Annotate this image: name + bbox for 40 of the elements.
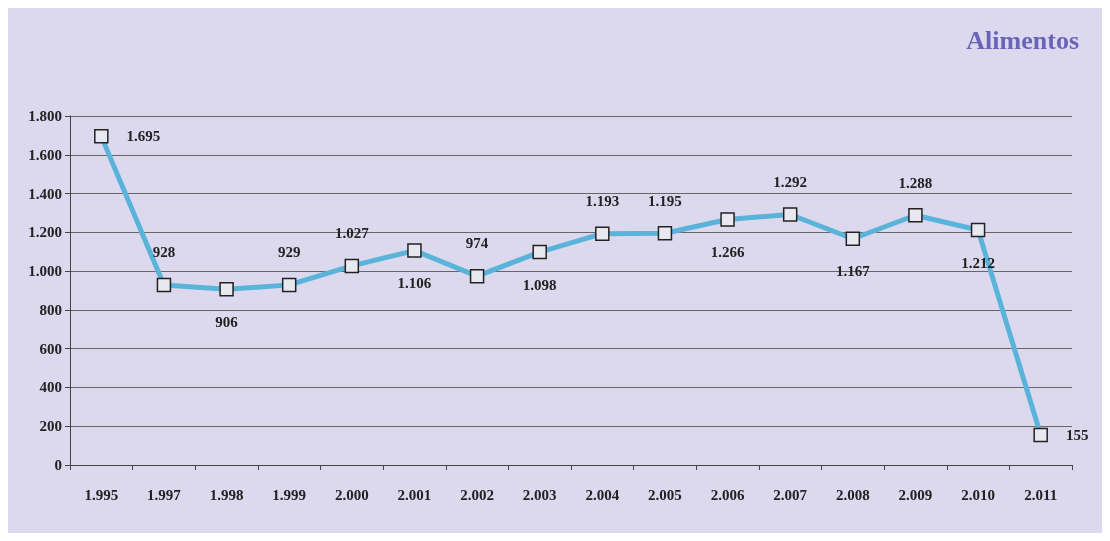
data-label: 1.193 [585, 192, 620, 209]
data-label: 1.098 [522, 276, 557, 293]
data-label: 1.695 [126, 128, 161, 145]
x-tick-label: 2.008 [835, 486, 870, 503]
chart-title: Alimentos [966, 25, 1080, 55]
x-tick-label: 2.011 [1024, 486, 1058, 503]
data-label: 1.106 [397, 275, 432, 292]
y-tick-label: 1.600 [28, 146, 62, 163]
data-label: 1.292 [773, 173, 808, 190]
data-label: 1.195 [648, 192, 682, 209]
x-tick-label: 2.004 [585, 486, 620, 503]
y-tick-label: 1.800 [28, 108, 62, 124]
data-label: 1.288 [898, 174, 933, 191]
x-tick-label: 2.010 [961, 486, 995, 503]
x-tick-label: 2.009 [898, 486, 933, 503]
data-label: 906 [215, 314, 239, 331]
y-tick-label: 1.000 [28, 263, 62, 280]
x-tick-label: 1.997 [147, 486, 182, 503]
x-tick-label: 2.003 [522, 486, 557, 503]
x-tick-label: 2.000 [334, 486, 369, 503]
x-tick-label: 2.005 [648, 486, 682, 503]
x-tick-label: 2.006 [710, 486, 745, 503]
x-tick-label: 2.002 [460, 486, 494, 503]
y-tick-label: 800 [39, 301, 62, 318]
data-label: 928 [152, 244, 176, 261]
y-tick-label: 600 [39, 340, 62, 357]
data-label: 1.266 [710, 244, 745, 261]
data-label: 155 [1065, 426, 1089, 443]
x-tick-label: 2.001 [397, 486, 432, 503]
x-tick-label: 1.995 [84, 486, 119, 503]
y-tick-label: 400 [39, 379, 62, 396]
y-tick-label: 1.200 [28, 224, 62, 241]
data-label: 929 [277, 244, 301, 261]
y-tick-label: 1.400 [28, 185, 62, 202]
x-tick-label: 2.007 [773, 486, 808, 503]
y-tick-label: 0 [54, 457, 62, 473]
y-tick-label: 200 [39, 418, 62, 435]
x-tick-label: 1.999 [272, 486, 307, 503]
x-tick-label: 1.998 [209, 486, 244, 503]
data-label: 974 [465, 235, 489, 252]
